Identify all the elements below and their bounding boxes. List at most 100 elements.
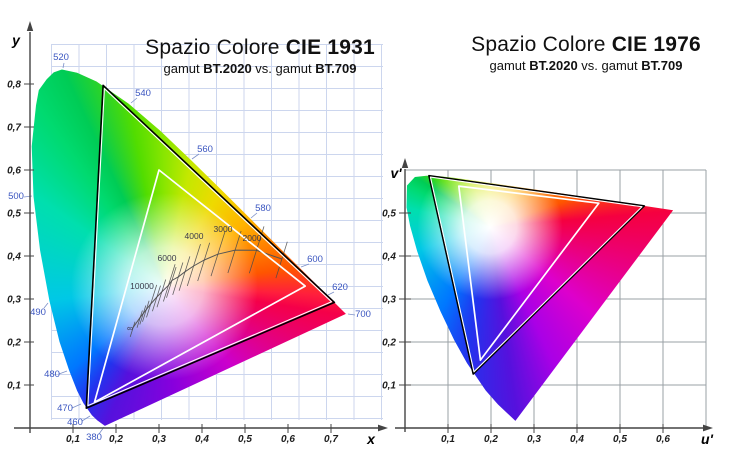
- wavelength-label-580: 580: [255, 203, 271, 214]
- tick-marks: [24, 83, 332, 433]
- y-tick-label: 0,1: [382, 381, 396, 392]
- y-tick-label: 0,1: [7, 381, 21, 392]
- cie1976-sub-1: gamut: [489, 58, 530, 73]
- isotherm-tick: [146, 284, 158, 318]
- isotherm-tick: [227, 230, 242, 274]
- cie1931-axes: [14, 32, 379, 433]
- wavelength-leader: [62, 62, 65, 69]
- cie1931-gamut-bt709: [93, 169, 307, 404]
- cie1931-sub-bt709: BT.709: [315, 61, 357, 76]
- x-tick-label: 0,6: [656, 434, 670, 445]
- cct-label-∞: ∞: [127, 323, 133, 333]
- tick-marks: [399, 212, 664, 433]
- wavelength-leader: [327, 291, 335, 296]
- cct-label-4000: 4000: [185, 231, 204, 241]
- x-tick-label: 0,4: [570, 434, 584, 445]
- y-tick-label: 0,4: [7, 252, 21, 263]
- cie1976-gamut-bt2020-inner-white: [429, 176, 643, 373]
- wavelength-label-460: 460: [67, 417, 83, 428]
- cie1931-title-prefix: Spazio Colore: [145, 36, 286, 59]
- x-tick-label: 0,2: [109, 434, 123, 445]
- cct-label-6000: 6000: [158, 253, 177, 263]
- y-tick-label: 0,5: [7, 209, 21, 220]
- isotherm-tick: [136, 310, 143, 328]
- cct-label-2000: 2000: [243, 233, 262, 243]
- isotherm-tick: [139, 305, 147, 325]
- wavelength-label-540: 540: [135, 88, 151, 99]
- cie1976-gamut-bt709: [457, 185, 600, 361]
- cie1931-gamut-bt2020: [85, 84, 336, 410]
- y-tick-label: 0,7: [7, 123, 21, 134]
- cie1931-title-block: Spazio Colore CIE 1931 gamut BT.2020 vs.…: [115, 36, 405, 77]
- isotherm-ticks: [129, 226, 288, 338]
- cie1976-title-prefix: Spazio Colore: [471, 33, 612, 56]
- wavelength-leader: [71, 403, 82, 409]
- x-tick-label: 0,6: [281, 434, 295, 445]
- x-tick-label: 0,3: [527, 434, 541, 445]
- isotherm-tick: [178, 256, 191, 291]
- wavelength-leader: [191, 153, 200, 160]
- isotherm-tick: [156, 279, 167, 308]
- x-tick-label: 0,7: [324, 434, 338, 445]
- y-tick-label: 0,2: [7, 338, 21, 349]
- isotherm-tick: [172, 262, 184, 296]
- x-tick-label: 0,3: [152, 434, 166, 445]
- cie1931-gamut-bt2020-inner-white: [87, 87, 333, 407]
- isotherm-tick: [142, 300, 150, 322]
- y-tick-label: 0,3: [382, 295, 396, 306]
- wavelength-label-520: 520: [53, 52, 69, 63]
- wavelength-label-500: 500: [8, 191, 24, 202]
- wavelength-leader: [130, 97, 138, 104]
- isotherm-tick: [186, 243, 201, 287]
- y-tick-label: 0,4: [382, 252, 396, 263]
- x-axis-arrow: [378, 424, 388, 432]
- wavelength-leader: [43, 302, 49, 309]
- isotherm-tick: [210, 231, 226, 277]
- wavelength-label-470: 470: [57, 403, 73, 414]
- wavelength-leader: [23, 195, 33, 198]
- wavelength-label-480: 480: [44, 369, 60, 380]
- wavelength-label-380: 380: [86, 432, 102, 443]
- cie1976-x-axis-name: u': [701, 431, 714, 447]
- cie1931-sub-2: vs. gamut: [251, 61, 316, 76]
- x-axis-arrow: [703, 424, 713, 432]
- isotherm-tick: [163, 264, 176, 302]
- x-tick-label: 0,4: [195, 434, 209, 445]
- wavelength-leader: [347, 313, 356, 316]
- isotherm-tick: [152, 285, 161, 312]
- cie1976-sub-bt2020: BT.2020: [529, 58, 578, 73]
- wavelength-leader: [81, 415, 91, 422]
- cie1931-title-bold: CIE 1931: [285, 36, 375, 59]
- y-tick-label: 0,5: [382, 209, 396, 220]
- wavelength-label-560: 560: [197, 144, 213, 155]
- wavelength-label-700: 700: [355, 309, 371, 320]
- cie1976-title-bold: CIE 1976: [611, 33, 701, 56]
- x-tick-label: 0,5: [238, 434, 252, 445]
- isotherm-tick: [275, 241, 288, 279]
- cct-label-3000: 3000: [214, 224, 233, 234]
- isotherm-tick: [129, 321, 136, 338]
- y-axis-arrow: [401, 158, 409, 168]
- cie1931-title: Spazio Colore CIE 1931: [115, 36, 405, 60]
- cie1931-subtitle: gamut BT.2020 vs. gamut BT.709: [115, 61, 405, 77]
- cie1931-sub-bt2020: BT.2020: [203, 61, 252, 76]
- wavelength-leader: [250, 212, 258, 219]
- cct-label-10000: 10000: [130, 281, 154, 291]
- wavelength-leader: [58, 370, 68, 375]
- cie1931-x-axis-name: x: [366, 431, 376, 447]
- y-tick-label: 0,8: [7, 80, 21, 91]
- cie1931-y-axis-name: y: [11, 32, 21, 48]
- cie1976-sub-bt709: BT.709: [641, 58, 683, 73]
- y-tick-label: 0,2: [382, 338, 396, 349]
- y-tick-label: 0,6: [7, 166, 21, 177]
- cie1976-subtitle: gamut BT.2020 vs. gamut BT.709: [441, 58, 730, 74]
- x-tick-label: 0,1: [66, 434, 80, 445]
- y-axis-arrow: [26, 21, 34, 31]
- x-tick-label: 0,5: [613, 434, 627, 445]
- cie1976-y-axis-name: v': [390, 165, 402, 181]
- y-tick-label: 0,3: [7, 295, 21, 306]
